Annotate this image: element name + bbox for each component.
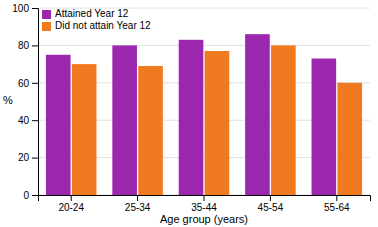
bars <box>46 34 362 195</box>
y-tick-mark <box>32 8 38 9</box>
plot-area: 0 20 40 60 80 100 20-24 25-34 35-44 45-54 55-64 Att… <box>12 3 370 213</box>
y-axis-title: % <box>3 94 13 106</box>
x-tick: 45-54 <box>258 195 284 213</box>
x-tick-mark <box>270 195 271 201</box>
bar <box>46 55 71 195</box>
y-tick-mark <box>32 83 38 84</box>
legend-swatch <box>42 22 51 31</box>
x-tick: 55-64 <box>324 195 350 213</box>
x-axis-line <box>39 196 371 202</box>
x-tick-mark <box>71 195 72 201</box>
x-tick-mark <box>137 195 138 201</box>
y-tick: 80 <box>18 40 38 51</box>
y-tick-label: 60 <box>18 78 30 89</box>
chart-svg: 0 20 40 60 80 100 20-24 25-34 35-44 45-54 55-64 Att… <box>0 0 378 227</box>
bar-series <box>46 34 336 195</box>
bar <box>112 45 137 195</box>
y-tick-mark <box>32 158 38 159</box>
x-tick-mark <box>336 195 337 201</box>
y-tick-label: 80 <box>18 40 30 51</box>
legend-item: Did not attain Year 12 <box>42 20 151 31</box>
y-tick: 40 <box>18 115 38 126</box>
x-tick: 35-44 <box>191 195 217 213</box>
y-tick: 60 <box>18 78 38 89</box>
y-tick-label: 20 <box>18 152 30 163</box>
y-tick-label: 100 <box>12 3 29 14</box>
bar <box>312 58 337 195</box>
x-tick-label: 20-24 <box>58 202 84 213</box>
x-tick: 25-34 <box>125 195 151 213</box>
bar-series <box>72 45 362 195</box>
y-axis-line <box>32 9 39 196</box>
legend-label: Attained Year 12 <box>55 8 129 19</box>
y-axis: 0 20 40 60 80 100 <box>12 3 38 201</box>
legend-swatch <box>42 10 51 19</box>
x-axis-title: Age group (years) <box>160 213 248 225</box>
bar <box>337 83 362 195</box>
bar <box>179 40 204 195</box>
x-tick-label: 55-64 <box>324 202 350 213</box>
bar <box>205 51 230 195</box>
y-tick-label: 0 <box>23 190 29 201</box>
bar <box>271 45 296 195</box>
legend: Attained Year 12Did not attain Year 12 <box>42 8 151 31</box>
grid <box>38 8 370 195</box>
bar <box>245 34 270 195</box>
y-tick: 20 <box>18 152 38 163</box>
x-tick-mark <box>204 195 205 201</box>
x-tick: 20-24 <box>58 195 84 213</box>
legend-item: Attained Year 12 <box>42 8 129 19</box>
y-tick-mark <box>32 45 38 46</box>
legend-label: Did not attain Year 12 <box>55 20 151 31</box>
y-tick: 0 <box>23 190 38 201</box>
y-tick: 100 <box>12 3 38 14</box>
x-axis: 20-24 25-34 35-44 45-54 55-64 <box>39 195 371 213</box>
chart-container: 0 20 40 60 80 100 20-24 25-34 35-44 45-54 55-64 Att… <box>0 0 378 227</box>
y-tick-mark <box>32 195 38 196</box>
x-tick-label: 25-34 <box>125 202 151 213</box>
bar <box>138 66 163 195</box>
x-tick-label: 45-54 <box>258 202 284 213</box>
x-tick-label: 35-44 <box>191 202 217 213</box>
bar <box>72 64 97 195</box>
grid-line <box>38 45 370 46</box>
y-tick-mark <box>32 120 38 121</box>
y-tick-label: 40 <box>18 115 30 126</box>
